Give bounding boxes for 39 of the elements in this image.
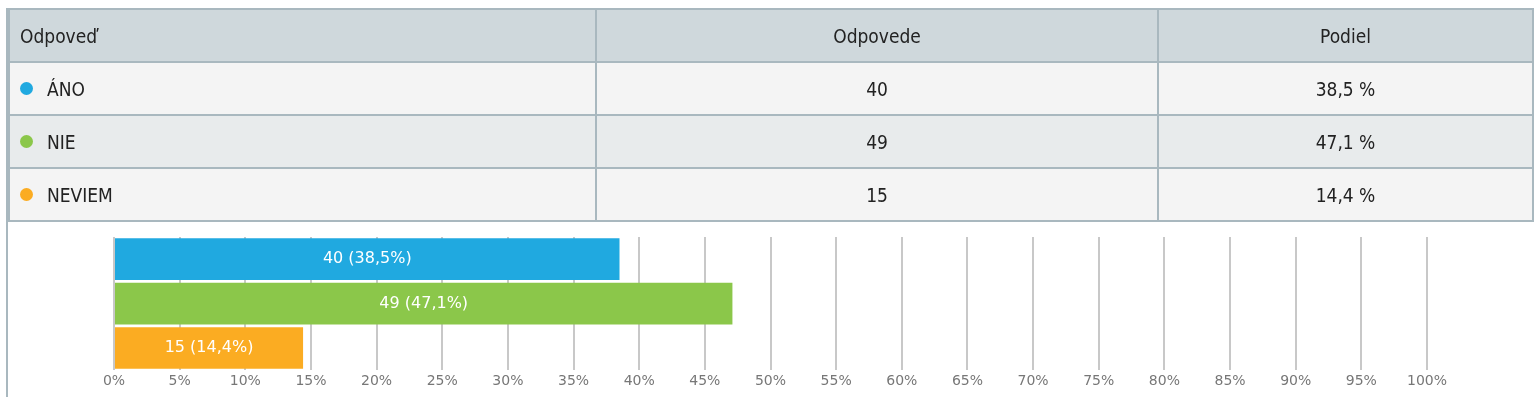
text: 49 [596, 115, 1158, 168]
data-label: 15 (14,4%) [164, 337, 254, 357]
bar [115, 238, 620, 281]
x-tick-label: 5% [168, 372, 191, 389]
x-tick-label: 75% [1083, 372, 1115, 389]
x-tick-label: 20% [361, 372, 393, 389]
data-label: 49 (47,1%) [379, 292, 469, 312]
bar [115, 282, 733, 325]
x-tick-label: 55% [820, 372, 852, 389]
x-tick-label: 80% [1148, 372, 1180, 389]
x-tick-label: 90% [1280, 372, 1312, 389]
x-tick-label: 70% [1017, 372, 1049, 389]
x-tick-label: 30% [492, 372, 524, 389]
x-tick-label: 40% [623, 372, 655, 389]
text: Odpovede [596, 9, 1158, 62]
x-tick-label: 95% [1345, 372, 1377, 389]
x-tick-label: 10% [229, 372, 261, 389]
x-tick-label: 85% [1214, 372, 1246, 389]
text: Odpoveď [9, 9, 596, 62]
text: 40 [596, 62, 1158, 115]
x-tick-label: 35% [557, 372, 590, 389]
text: 14,4 % [1158, 168, 1533, 221]
x-tick-label: 65% [951, 372, 984, 389]
x-tick-label: 25% [426, 372, 458, 389]
text: 47,1 % [1158, 115, 1533, 168]
data-label: 40 (38,5%) [322, 248, 412, 268]
text: ÁNO [9, 62, 596, 115]
x-tick-label: 45% [689, 372, 721, 389]
text: 38,5 % [1158, 62, 1533, 115]
x-tick-label: 60% [886, 372, 918, 389]
text: 15 [596, 168, 1158, 221]
x-tick-label: 100% [1406, 372, 1448, 389]
x-tick-label: 50% [754, 372, 787, 389]
x-tick-label: 15% [295, 372, 327, 389]
bar [115, 327, 304, 369]
text: NEVIEM [9, 168, 596, 221]
text: NIE [9, 115, 596, 168]
x-tick-label: 0% [102, 372, 126, 389]
text: Podiel [1158, 9, 1533, 62]
